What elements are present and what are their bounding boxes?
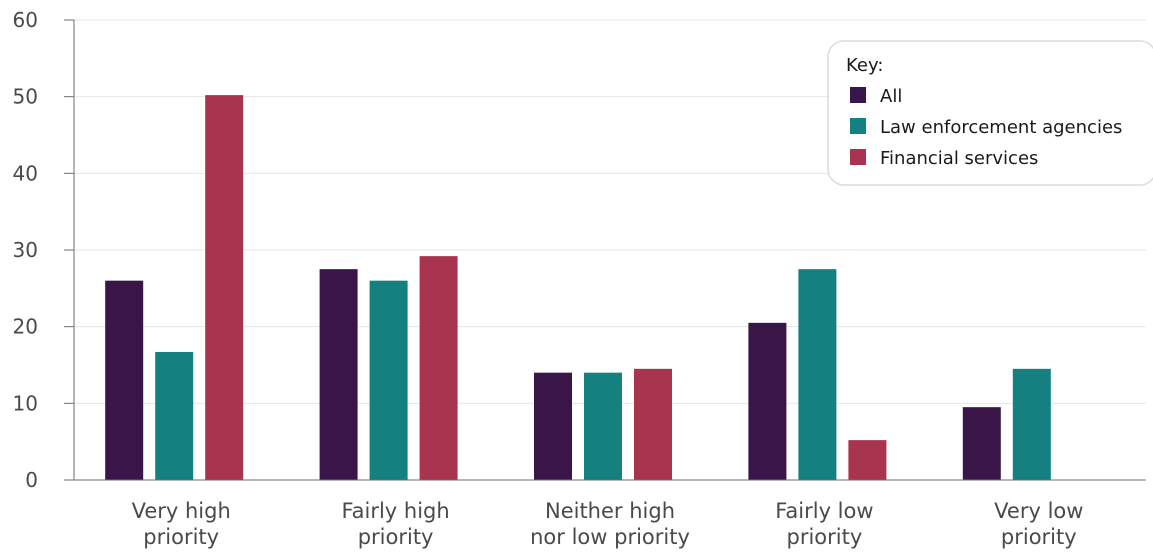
- bar-financial-services: [848, 440, 887, 480]
- legend-items: All Law enforcement agencies Financial ser…: [850, 86, 1122, 169]
- y-tick-label: 40: [13, 161, 38, 185]
- bar-all: [962, 407, 1001, 480]
- bar-law-enforcement-agencies: [369, 280, 408, 480]
- legend-box: [827, 40, 1153, 186]
- y-tick-label: 50: [13, 85, 38, 109]
- x-tick-label: Neither high: [545, 499, 675, 523]
- bar-financial-services: [634, 368, 672, 480]
- bar-all: [105, 280, 144, 480]
- legend-swatch: [850, 87, 866, 103]
- gridlines: [74, 19, 1146, 404]
- legend: Key: All Law enforcement agencies Financia…: [827, 40, 1153, 186]
- bar-all: [534, 372, 572, 480]
- x-tick-label: Fairly low: [775, 499, 873, 523]
- y-tick-label: 10: [13, 391, 38, 415]
- x-tick-label: priority: [358, 525, 434, 549]
- x-tick-label: Very high: [132, 499, 231, 523]
- y-tick-label: 30: [13, 238, 38, 262]
- x-tick-label: priority: [143, 525, 219, 549]
- y-tick-label: 20: [13, 315, 38, 339]
- bar-all: [748, 322, 787, 480]
- x-tick-label: Fairly high: [341, 499, 449, 523]
- bar-law-enforcement-agencies: [584, 372, 622, 480]
- x-tick-label: priority: [1001, 525, 1077, 549]
- y-tick-label: 0: [25, 468, 38, 492]
- bar-financial-services: [205, 95, 244, 480]
- axes: [64, 19, 1146, 481]
- legend-swatch: [850, 118, 866, 134]
- legend-label: Law enforcement agencies: [880, 117, 1122, 138]
- legend-swatch: [850, 149, 866, 165]
- legend-label: Financial services: [880, 148, 1038, 169]
- x-tick-label: Very low: [994, 499, 1083, 523]
- bar-all: [319, 269, 358, 480]
- bar-law-enforcement-agencies: [798, 269, 837, 480]
- y-axis-tick-labels: 0 10 20 30 40 50 60: [13, 8, 38, 492]
- bar-financial-services: [419, 256, 458, 480]
- legend-title: Key:: [846, 55, 883, 76]
- x-tick-label: priority: [787, 525, 863, 549]
- x-tick-label: nor low priority: [530, 525, 690, 549]
- bars: [105, 95, 1051, 480]
- bar-law-enforcement-agencies: [1012, 368, 1051, 480]
- legend-label: All: [880, 86, 902, 107]
- bar-law-enforcement-agencies: [155, 351, 194, 480]
- y-tick-label: 60: [13, 8, 38, 32]
